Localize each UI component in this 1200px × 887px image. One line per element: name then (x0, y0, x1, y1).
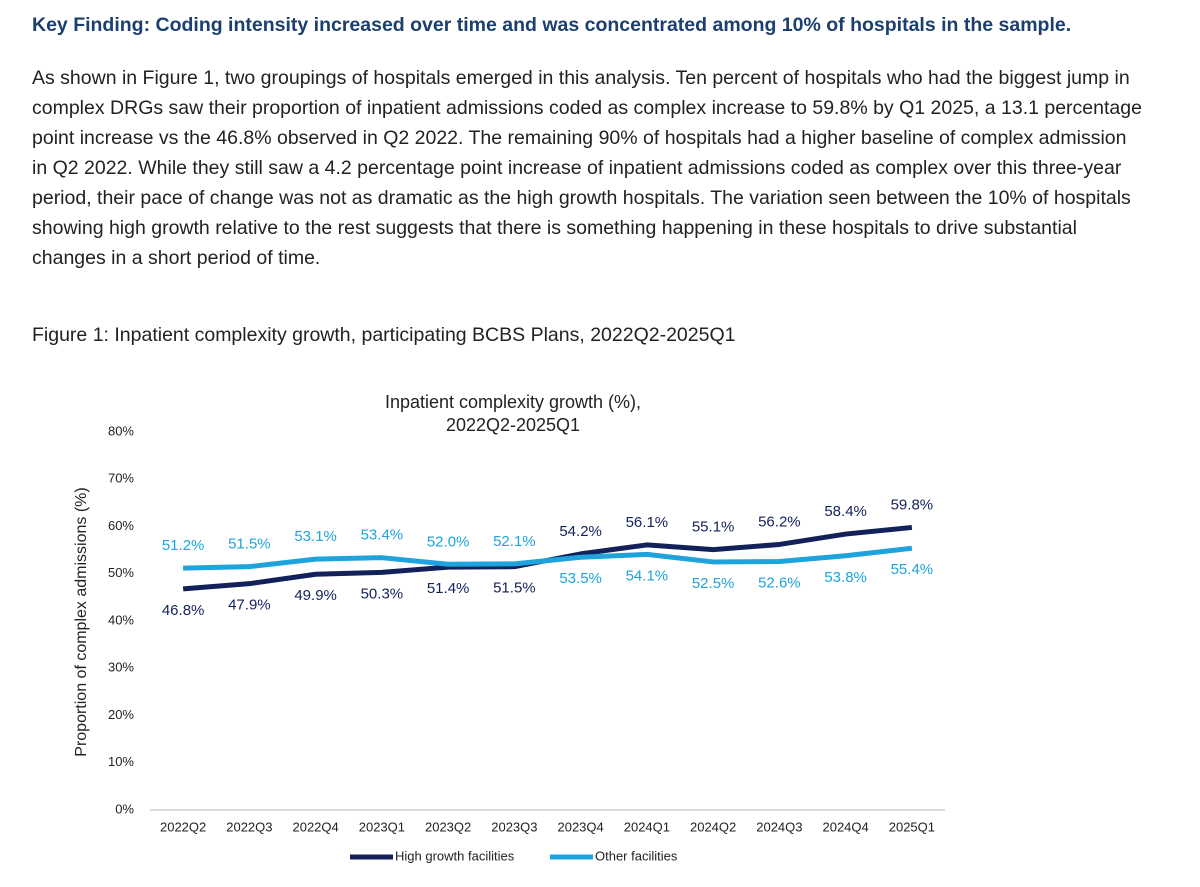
figure-caption: Figure 1: Inpatient complexity growth, p… (32, 324, 736, 346)
x-tick-label: 2022Q4 (292, 819, 338, 834)
data-label: 50.3% (361, 585, 404, 602)
paragraph: As shown in Figure 1, two groupings of h… (32, 67, 1142, 269)
y-tick-label: 50% (108, 565, 134, 580)
x-tick-label: 2022Q2 (160, 819, 206, 834)
data-label: 49.9% (294, 587, 337, 604)
data-label: 54.2% (559, 523, 602, 540)
heading: Key Finding: Coding intensity increased … (32, 14, 1072, 36)
data-label: 53.1% (294, 528, 337, 545)
y-tick-label: 30% (108, 660, 134, 675)
data-label: 52.0% (427, 533, 470, 550)
x-tick-label: 2023Q1 (359, 819, 405, 834)
x-tick-label: 2025Q1 (889, 819, 935, 834)
data-label: 55.4% (891, 561, 934, 578)
data-label: 54.1% (626, 567, 669, 584)
y-tick-label: 40% (108, 612, 134, 627)
data-label: 53.4% (361, 527, 404, 544)
x-tick-label: 2022Q3 (226, 819, 272, 834)
data-label: 53.8% (824, 569, 867, 586)
y-axis-label: Proportion of complex admissions (%) (73, 487, 90, 756)
x-tick-label: 2024Q1 (624, 819, 670, 834)
legend-label: Other facilities (595, 848, 678, 863)
series-line (183, 545, 913, 571)
data-label: 51.5% (228, 536, 271, 553)
x-tick-label: 2023Q3 (491, 819, 537, 834)
x-tick-label: 2024Q4 (822, 819, 868, 834)
data-label: 58.4% (824, 503, 867, 520)
data-label: 47.9% (228, 597, 271, 614)
data-label: 52.5% (692, 575, 735, 592)
data-label: 55.1% (692, 519, 735, 536)
y-tick-label: 0% (115, 801, 134, 816)
data-label: 53.5% (559, 570, 602, 587)
y-tick-label: 20% (108, 707, 134, 722)
data-label: 56.1% (626, 514, 669, 531)
data-label: 46.8% (162, 602, 205, 619)
chart-title: Inpatient complexity growth (%), (385, 392, 641, 412)
y-tick-label: 10% (108, 754, 134, 769)
data-label: 52.6% (758, 574, 801, 591)
y-tick-label: 60% (108, 518, 134, 533)
data-label: 56.2% (758, 513, 801, 530)
data-label: 51.4% (427, 580, 470, 597)
data-label: 51.5% (493, 580, 536, 597)
data-label: 52.1% (493, 533, 536, 550)
x-tick-label: 2023Q4 (557, 819, 603, 834)
data-label: 59.8% (891, 496, 934, 513)
y-tick-label: 70% (108, 471, 134, 486)
chart-title: 2022Q2-2025Q1 (446, 415, 580, 435)
x-tick-label: 2024Q2 (690, 819, 736, 834)
data-label: 51.2% (162, 537, 205, 554)
y-tick-label: 80% (108, 423, 134, 438)
x-tick-label: 2023Q2 (425, 819, 471, 834)
legend-label: High growth facilities (395, 848, 515, 863)
x-tick-label: 2024Q3 (756, 819, 802, 834)
